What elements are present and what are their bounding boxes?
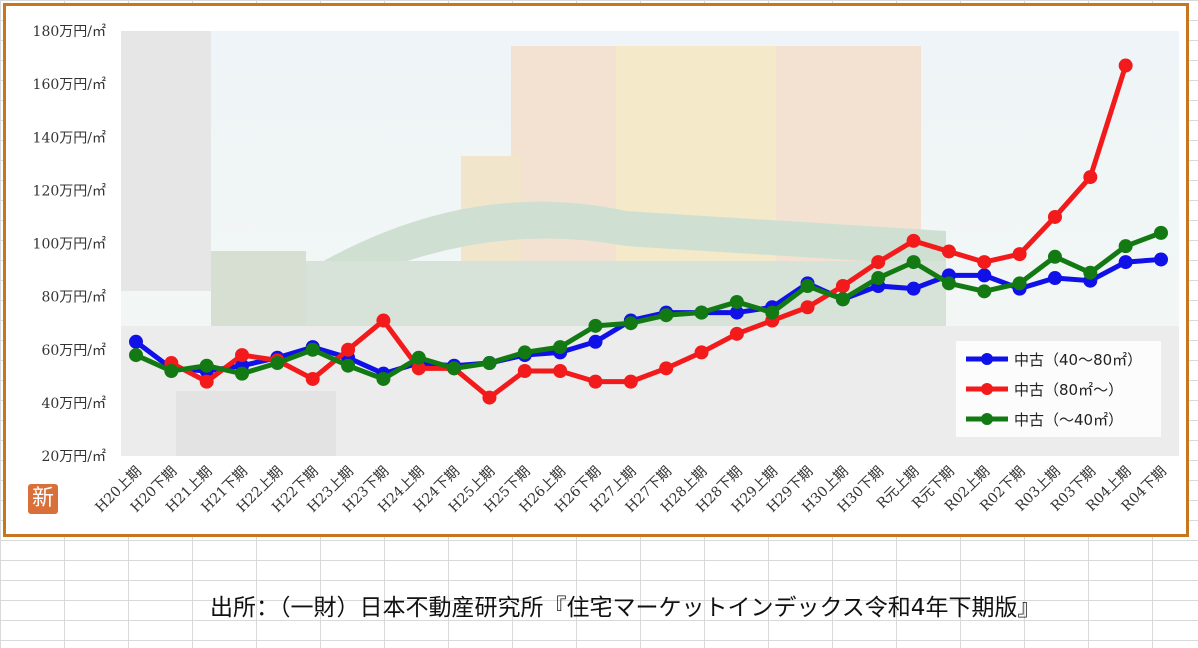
y-axis: 20万円/㎡ 40万円/㎡ 60万円/㎡ 80万円/㎡ 100万円/㎡ 120万円/㎡ 14… <box>33 24 106 465</box>
data-point <box>1012 276 1027 291</box>
data-point <box>129 348 143 363</box>
data-point <box>977 284 992 299</box>
data-point <box>906 255 921 270</box>
data-point <box>871 271 886 286</box>
chart-frame: 20万円/㎡ 40万円/㎡ 60万円/㎡ 80万円/㎡ 100万円/㎡ 120万円/㎡ 14… <box>3 3 1189 537</box>
legend-swatch-marker <box>981 383 993 395</box>
data-point <box>835 292 850 307</box>
data-point <box>729 305 744 320</box>
data-point <box>1047 249 1062 264</box>
data-point <box>977 268 992 283</box>
background-photo <box>121 31 1179 456</box>
data-point <box>1047 271 1062 286</box>
data-point <box>623 316 638 331</box>
legend-swatch-marker <box>981 353 993 365</box>
legend-label: 中古（40～80㎡） <box>1014 351 1142 369</box>
data-point <box>623 374 638 389</box>
data-point <box>376 313 391 328</box>
data-point <box>305 371 320 386</box>
data-point <box>1083 265 1098 280</box>
data-point <box>977 255 992 270</box>
data-point <box>341 342 356 357</box>
data-point <box>800 279 815 293</box>
data-point <box>1154 225 1168 240</box>
price-chart: 20万円/㎡ 40万円/㎡ 60万円/㎡ 80万円/㎡ 100万円/㎡ 120万円/㎡ 14… <box>33 24 1179 516</box>
y-tick-label: 160万円/㎡ <box>33 77 106 93</box>
y-tick-label: 180万円/㎡ <box>33 24 106 40</box>
data-point <box>871 255 886 270</box>
data-point <box>659 308 674 323</box>
data-point <box>341 358 356 373</box>
series-layer <box>129 58 1168 405</box>
data-point <box>517 345 532 360</box>
data-point <box>482 390 497 405</box>
data-point <box>517 364 532 378</box>
data-point <box>199 374 214 389</box>
source-caption: 出所：（一財）日本不動産研究所『住宅マーケットインデックス令和4年下期版』 <box>210 595 1041 621</box>
data-point <box>659 361 674 376</box>
data-point <box>1118 239 1133 254</box>
data-point <box>553 340 568 355</box>
legend-label: 中古（80㎡～） <box>1014 381 1123 399</box>
data-point <box>588 318 603 333</box>
data-point <box>906 281 921 296</box>
data-point <box>235 366 250 381</box>
data-point <box>906 233 921 248</box>
data-point <box>1012 247 1027 262</box>
data-point <box>1083 170 1098 185</box>
data-point <box>447 361 462 376</box>
data-point <box>941 244 956 259</box>
y-tick-label: 60万円/㎡ <box>41 343 106 359</box>
legend-swatch-marker <box>981 413 993 425</box>
data-point <box>588 374 603 389</box>
y-tick-label: 40万円/㎡ <box>41 396 106 412</box>
data-point <box>694 305 709 320</box>
series-line <box>168 63 1129 401</box>
data-point <box>800 300 815 315</box>
data-point <box>411 361 426 376</box>
data-point <box>1118 58 1133 73</box>
legend: 中古（40～80㎡） 中古（80㎡～） 中古（～40㎡） <box>956 341 1161 437</box>
data-point <box>199 358 214 373</box>
y-tick-label: 80万円/㎡ <box>41 290 106 306</box>
y-tick-label: 100万円/㎡ <box>33 237 106 253</box>
data-point <box>482 356 497 371</box>
data-point <box>235 348 250 363</box>
legend-label: 中古（～40㎡） <box>1014 411 1123 429</box>
new-badge: 新 <box>28 484 58 514</box>
data-point <box>129 334 143 349</box>
data-point <box>1047 209 1062 224</box>
data-point <box>941 276 956 291</box>
y-tick-label: 140万円/㎡ <box>33 130 106 146</box>
x-axis: H20上期H20下期H21上期H21下期H22上期H22下期H23上期H23下期… <box>92 464 1169 516</box>
y-tick-label: 120万円/㎡ <box>33 183 106 199</box>
data-point <box>553 364 568 378</box>
data-point <box>729 294 744 309</box>
data-point <box>765 305 780 320</box>
data-point <box>411 350 426 365</box>
series-2 <box>129 225 1168 386</box>
data-point <box>835 279 850 293</box>
data-point <box>1154 252 1168 267</box>
data-point <box>1118 255 1133 270</box>
data-point <box>588 334 603 349</box>
data-point <box>164 364 179 378</box>
data-point <box>305 342 320 357</box>
data-point <box>376 371 391 386</box>
data-point <box>270 356 285 371</box>
y-tick-label: 20万円/㎡ <box>41 449 106 465</box>
data-point <box>694 345 709 360</box>
data-point <box>729 326 744 341</box>
